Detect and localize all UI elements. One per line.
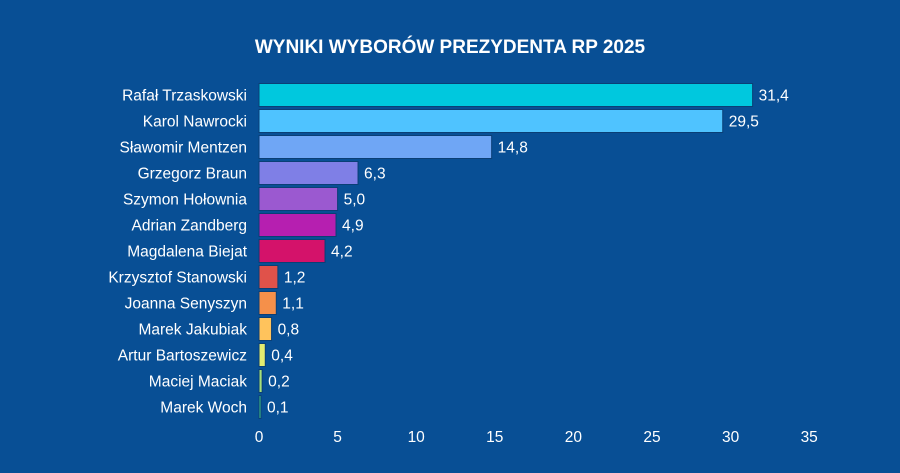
value-label: 0,2: [268, 374, 290, 391]
bar: [258, 109, 724, 133]
bars-group: Rafał Trzaskowski 31,4 Karol Nawrocki 29,5 S…: [108, 83, 790, 419]
category-label: Rafał Trzaskowski: [122, 88, 247, 105]
bar: [258, 343, 266, 367]
chart-title: WYNIKI WYBORÓW PREZYDENTA RP 2025: [255, 36, 646, 58]
category-label: Sławomir Mentzen: [120, 140, 248, 157]
value-label: 4,2: [331, 244, 353, 261]
value-label: 1,1: [282, 296, 304, 313]
category-label: Marek Woch: [160, 400, 247, 417]
bar: [258, 83, 754, 107]
bar: [258, 213, 337, 237]
category-label: Marek Jakubiak: [138, 322, 247, 339]
x-axis-ticks: 0 5 10 15 20 25 30 35: [255, 429, 818, 446]
x-tick-label: 25: [643, 429, 660, 446]
x-tick-label: 15: [486, 429, 503, 446]
bar: [258, 291, 277, 315]
x-tick-label: 10: [408, 429, 426, 446]
x-tick-label: 0: [255, 429, 264, 446]
value-label: 4,9: [342, 218, 364, 235]
x-tick-label: 35: [801, 429, 818, 446]
bar: [258, 187, 339, 211]
bar: [258, 161, 359, 185]
value-label: 1,2: [284, 270, 306, 287]
value-label: 0,4: [271, 348, 293, 365]
bar: [258, 239, 326, 263]
category-label: Krzysztof Stanowski: [108, 270, 247, 287]
category-label: Maciej Maciak: [149, 374, 247, 391]
bar: [258, 265, 279, 289]
x-tick-label: 20: [565, 429, 583, 446]
category-label: Joanna Senyszyn: [125, 296, 247, 313]
bar: [258, 369, 263, 393]
value-label: 29,5: [729, 114, 759, 131]
bar: [258, 395, 262, 419]
value-label: 5,0: [344, 192, 366, 209]
category-label: Szymon Hołownia: [123, 192, 247, 209]
category-label: Grzegorz Braun: [138, 166, 247, 183]
x-tick-label: 5: [333, 429, 342, 446]
category-label: Adrian Zandberg: [132, 218, 247, 235]
category-label: Artur Bartoszewicz: [118, 348, 247, 365]
category-label: Karol Nawrocki: [143, 114, 247, 131]
bar: [258, 135, 493, 159]
value-label: 0,1: [267, 400, 289, 417]
value-label: 0,8: [278, 322, 300, 339]
value-label: 14,8: [498, 140, 528, 157]
value-label: 31,4: [759, 88, 790, 105]
category-label: Magdalena Biejat: [127, 244, 247, 261]
value-label: 6,3: [364, 166, 386, 183]
bar: [258, 317, 273, 341]
x-tick-label: 30: [722, 429, 740, 446]
